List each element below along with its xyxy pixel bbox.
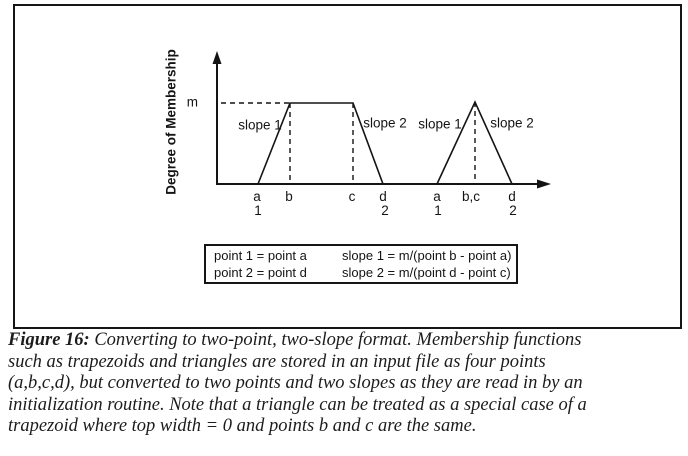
trapezoid-slope1-label: slope 1 xyxy=(238,118,282,133)
figure-number-label: Figure 16: xyxy=(8,330,90,350)
triangle-point-bc-label: b,c xyxy=(462,189,480,204)
legend-slope1-formula: slope 1 = m/(point b - point a) xyxy=(342,248,512,263)
x-axis-arrow-icon xyxy=(537,179,551,189)
m-label: m xyxy=(187,95,198,110)
triangle-slope1-label: slope 1 xyxy=(418,117,462,132)
caption-line-3: (a,b,c,d), but converted to two points a… xyxy=(8,373,583,393)
triangle-slope2-label: slope 2 xyxy=(490,116,534,131)
trapezoid-shape xyxy=(257,102,384,185)
caption-line-1: Figure 16: Converting to two-point, two-… xyxy=(8,330,684,352)
caption-line-4: initialization routine. Note that a tria… xyxy=(8,394,587,415)
trapezoid-point-d-label: d xyxy=(379,189,387,204)
triangle-point-d-label: d xyxy=(508,189,516,204)
legend-box: point 1 = point a slope 1 = m/(point b -… xyxy=(204,244,518,284)
triangle-point2-label: 2 xyxy=(509,203,517,218)
caption-line-1-text: Converting to two-point, two-slope forma… xyxy=(94,330,582,350)
trapezoid-point-c-label: c xyxy=(349,189,356,204)
membership-diagram: Degree of Membership m slope 1 slope 2 s… xyxy=(164,49,551,218)
y-axis-arrow-icon xyxy=(212,51,222,64)
trapezoid-point-a-label: a xyxy=(253,189,261,204)
trapezoid-slope2-label: slope 2 xyxy=(363,116,407,131)
triangle-point1-label: 1 xyxy=(434,203,442,218)
trapezoid-point1-label: 1 xyxy=(254,203,262,218)
trapezoid-point2-label: 2 xyxy=(381,203,389,218)
legend-point1-definition: point 1 = point a xyxy=(214,248,307,263)
legend-slope2-formula: slope 2 = m/(point d - point c) xyxy=(342,265,511,280)
legend-point2-definition: point 2 = point d xyxy=(214,265,307,280)
figure-caption: Figure 16: Converting to two-point, two-… xyxy=(8,330,684,438)
triangle-point-a-label: a xyxy=(433,189,441,204)
caption-line-5: trapezoid where top width = 0 and points… xyxy=(8,416,477,436)
caption-line-2: such as trapezoids and triangles are sto… xyxy=(8,351,546,372)
y-axis-title: Degree of Membership xyxy=(164,49,179,195)
trapezoid-point-b-label: b xyxy=(285,189,293,204)
figure-panel: Degree of Membership m slope 1 slope 2 s… xyxy=(13,4,682,329)
